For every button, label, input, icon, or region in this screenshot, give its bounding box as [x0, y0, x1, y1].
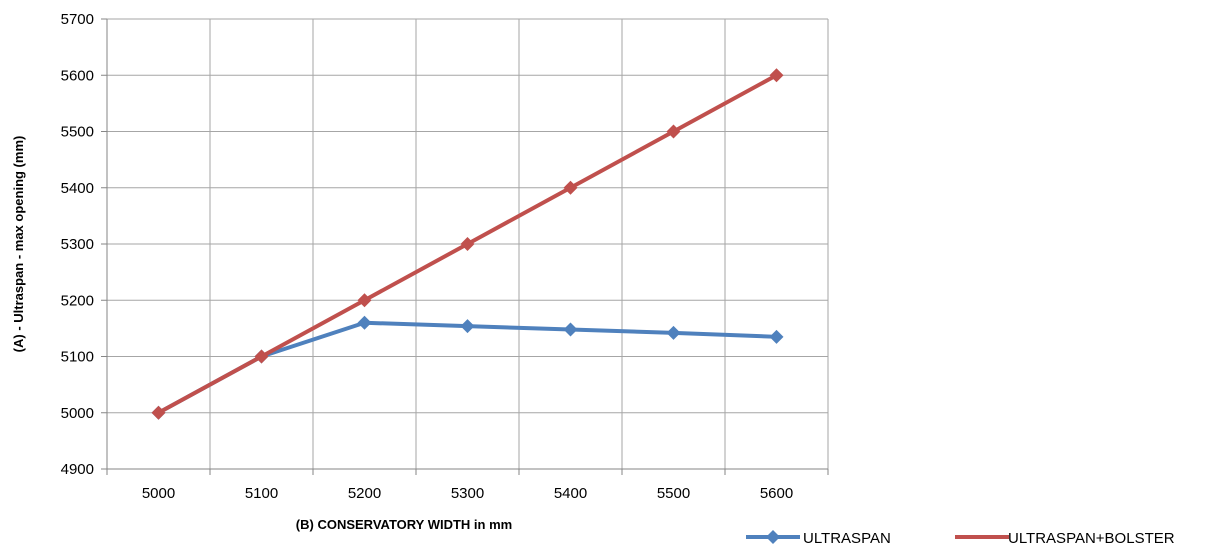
legend-label: ULTRASPAN [803, 530, 891, 546]
data-point [357, 293, 372, 308]
y-tick-label: 5500 [61, 124, 94, 141]
y-axis-title: (A) - Ultraspan - max opening (mm) [11, 136, 26, 353]
y-tick-label: 5100 [61, 349, 94, 366]
y-tick-label: 5300 [61, 236, 94, 253]
x-tick-label: 5300 [451, 485, 484, 502]
data-point [460, 237, 475, 251]
data-point [563, 322, 578, 337]
legend-item: ULTRASPAN+BOLSTER [955, 530, 1175, 546]
y-tick-label: 5400 [61, 180, 94, 197]
data-point [151, 405, 166, 420]
data-point [769, 68, 784, 83]
x-tick-label: 5100 [245, 485, 278, 502]
series-lines [151, 68, 784, 420]
data-point [666, 124, 681, 139]
y-tick-label: 5200 [61, 292, 94, 309]
x-tick-label: 5600 [760, 485, 793, 502]
axes [101, 18, 829, 475]
data-point [460, 319, 475, 334]
y-tick-label: 5000 [61, 405, 94, 422]
data-point [563, 180, 578, 195]
y-tick-labels: 4900 5000 5100 5200 5300 5400 5500 5600 5700 [61, 11, 94, 478]
gridlines [107, 18, 829, 469]
data-point [769, 329, 784, 344]
data-point [357, 315, 372, 330]
series-ultraspan-bolster [151, 68, 784, 420]
series-ultraspan [151, 315, 784, 420]
legend: ULTRASPAN ULTRASPAN+BOLSTER [746, 530, 1175, 546]
y-tick-label: 5700 [61, 11, 94, 28]
legend-label: ULTRASPAN+BOLSTER [1008, 530, 1175, 546]
x-tick-label: 5200 [348, 485, 381, 502]
x-tick-label: 5400 [554, 485, 587, 502]
legend-item: ULTRASPAN [746, 530, 891, 546]
y-tick-label: 4900 [61, 461, 94, 478]
x-tick-label: 5500 [657, 485, 690, 502]
data-point [254, 349, 269, 364]
x-tick-label: 5000 [142, 485, 175, 502]
legend-marker [766, 530, 780, 544]
x-axis-title: (B) CONSERVATORY WIDTH in mm [296, 517, 512, 532]
data-point [666, 325, 681, 340]
x-tick-labels: 5000 5100 5200 5300 5400 5500 5600 [142, 485, 793, 502]
y-tick-label: 5600 [61, 67, 94, 84]
series-line [156, 320, 779, 415]
